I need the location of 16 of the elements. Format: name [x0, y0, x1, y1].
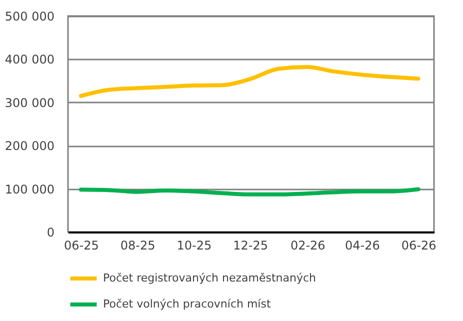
legend-label: Počet volných pracovních míst [103, 298, 272, 310]
y-tick-label: 300 000 [4, 96, 54, 110]
y-tick-label: 200 000 [4, 139, 54, 154]
x-tick-label: 04-26 [344, 238, 380, 252]
x-tick-label: 10-25 [176, 238, 212, 252]
y-tick-label: 100 000 [4, 182, 54, 196]
x-tick-label: 02-26 [290, 238, 326, 252]
legend-label: Počet registrovaných nezaměstnaných [103, 272, 316, 284]
x-tick-label: 06-25 [64, 238, 99, 252]
y-tick-label: 400 000 [4, 52, 54, 67]
x-tick-label: 06-26 [401, 238, 436, 252]
y-tick-label: 500 000 [4, 10, 54, 24]
line-series [78, 64, 420, 98]
y-tick-label: 0 [46, 226, 54, 240]
x-tick-label: 08-25 [120, 238, 156, 252]
x-tick-label: 12-25 [233, 238, 268, 252]
